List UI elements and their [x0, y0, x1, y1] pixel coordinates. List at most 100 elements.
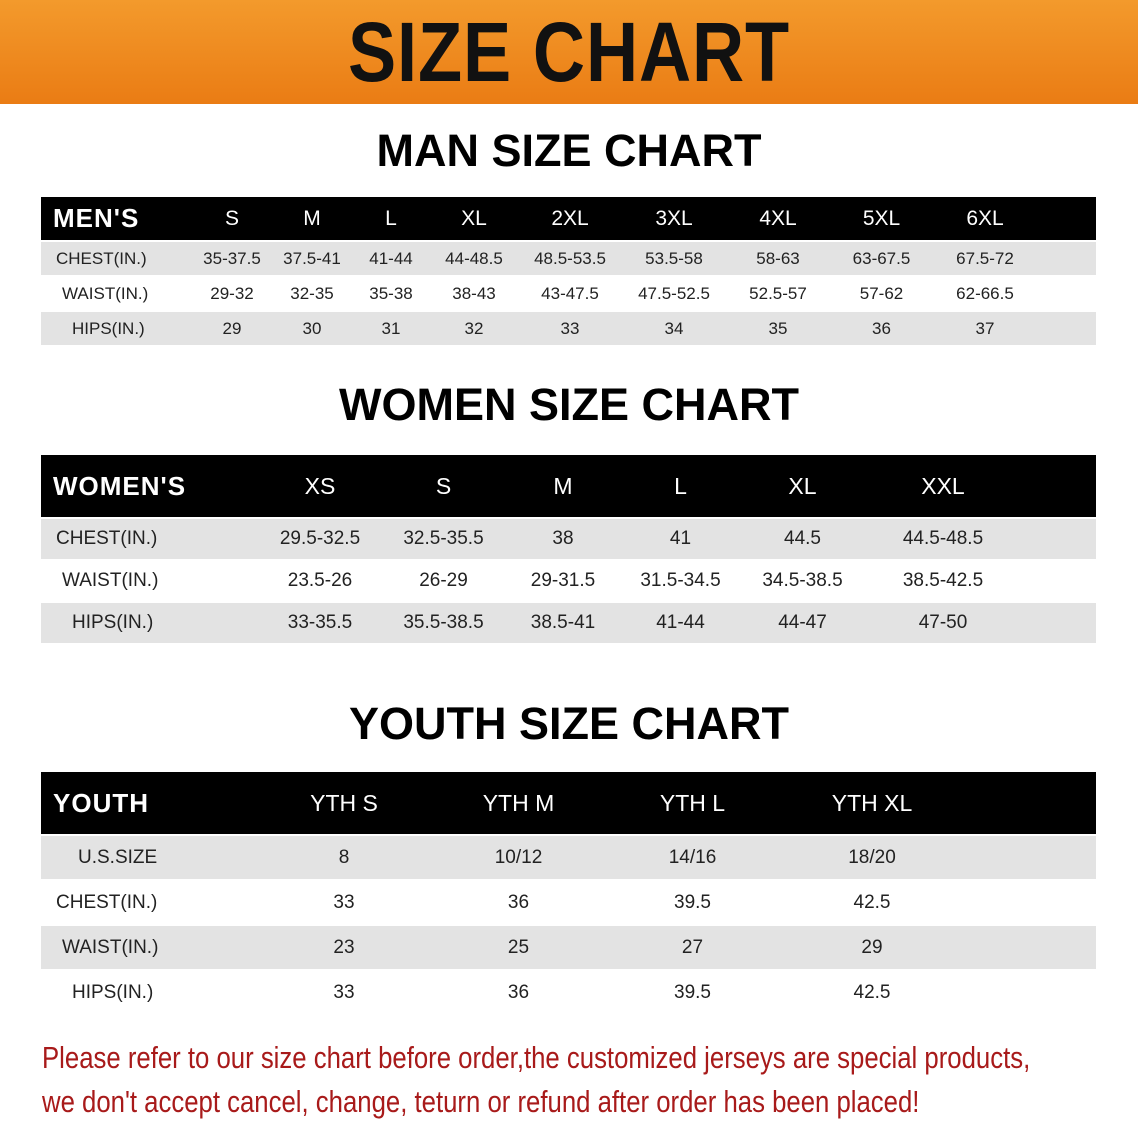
table-header-row: WOMEN'S XS S M L XL XXL: [41, 455, 1096, 517]
table-cell: 52.5-57: [749, 283, 807, 303]
table-cell: 29: [861, 936, 883, 958]
table-cell: 33: [333, 891, 355, 913]
table-cell: 47.5-52.5: [638, 283, 710, 303]
table-cell: 43-47.5: [541, 283, 599, 303]
table-cell: 44-47: [778, 612, 827, 633]
table-cell: 35: [768, 318, 788, 338]
size-header-cell: 4XL: [759, 206, 797, 230]
size-header-cell: YTH S: [310, 789, 378, 816]
table-cell: 39.5: [674, 981, 711, 1003]
size-header-cell: 3XL: [655, 206, 693, 230]
table-cell: 36: [507, 891, 530, 913]
size-header-cell: S: [435, 472, 452, 499]
row-label: HIPS(IN.): [72, 981, 154, 1003]
banner: SIZE CHART: [0, 0, 1138, 104]
table-cell: 31: [381, 318, 401, 338]
table-cell: 23: [333, 936, 355, 958]
row-label: HIPS(IN.): [72, 318, 145, 338]
table-title-cell: YOUTH: [53, 787, 149, 818]
youth-size-table: YOUTH YTH S YTH M YTH L YTH XL U.S.SIZE 8 10/12…: [41, 772, 1096, 1016]
order-notice-line: we don't accept cancel, change, teturn o…: [42, 1084, 920, 1119]
order-notice-line: Please refer to our size chart before or…: [42, 1040, 1031, 1075]
table-cell: 23.5-26: [287, 570, 353, 591]
row-label: CHEST(IN.): [56, 528, 158, 549]
size-header-cell: M: [553, 472, 573, 499]
women-size-table: WOMEN'S XS S M L XL XXL CHEST(IN.) 29.5-32.5 32.5…: [41, 455, 1096, 645]
men-size-table: MEN'S S M L XL 2XL 3XL 4XL 5XL 6XL CHEST(IN.) 35-37…: [41, 197, 1096, 347]
table-cell: 10/12: [494, 846, 543, 868]
table-cell: 25: [507, 936, 530, 958]
size-header-cell: 6XL: [966, 206, 1004, 230]
table-cell: 8: [338, 846, 350, 868]
table-cell: 63-67.5: [852, 248, 911, 268]
table-cell: 34: [664, 318, 684, 338]
table-cell: 29-32: [210, 283, 254, 303]
table-cell: 33-35.5: [287, 612, 353, 633]
row-label: CHEST(IN.): [56, 891, 158, 913]
table-cell: 33: [560, 318, 580, 338]
table-cell: 38.5-42.5: [902, 570, 984, 591]
table-cell: 67.5-72: [956, 248, 1014, 268]
table-cell: 32-35: [290, 283, 334, 303]
table-row: WAIST(IN.) 23.5-26 26-29 29-31.5 31.5-34.5 34…: [41, 561, 1096, 601]
table-header-row: MEN'S S M L XL 2XL 3XL 4XL 5XL 6XL: [41, 197, 1096, 240]
table-cell: 42.5: [853, 981, 891, 1003]
table-cell: 42.5: [853, 891, 891, 913]
table-row: HIPS(IN.) 33-35.5 35.5-38.5 38.5-41 41-44 44-…: [41, 603, 1096, 643]
size-header-cell: XXL: [921, 472, 965, 499]
table-cell: 48.5-53.5: [534, 248, 606, 268]
table-cell: 38.5-41: [530, 612, 596, 633]
size-header-cell: XS: [304, 472, 336, 499]
row-label: WAIST(IN.): [62, 570, 159, 591]
size-header-cell: L: [385, 206, 397, 230]
size-header-cell: M: [303, 206, 321, 230]
banner-title: SIZE CHART: [347, 5, 791, 99]
table-cell: 38-43: [452, 283, 496, 303]
table-row: CHEST(IN.) 33 36 39.5 42.5: [41, 881, 1096, 924]
women-section-title: WOMEN SIZE CHART: [339, 379, 799, 430]
table-cell: 32: [464, 318, 484, 338]
table-cell: 32.5-35.5: [403, 528, 484, 549]
table-cell: 47-50: [918, 612, 968, 633]
table-cell: 36: [872, 318, 891, 338]
table-row: HIPS(IN.) 33 36 39.5 42.5: [41, 971, 1096, 1014]
row-label: HIPS(IN.): [72, 612, 154, 633]
table-cell: 62-66.5: [956, 283, 1014, 303]
row-label: U.S.SIZE: [78, 846, 158, 868]
table-cell: 14/16: [668, 846, 717, 868]
table-row: WAIST(IN.) 29-32 32-35 35-38 38-43 43-47.5 47.…: [41, 277, 1096, 310]
size-header-cell: XL: [461, 206, 487, 230]
table-cell: 30: [302, 318, 322, 338]
table-cell: 44.5: [784, 528, 821, 549]
table-cell: 34.5-38.5: [762, 570, 843, 591]
table-cell: 31.5-34.5: [640, 570, 721, 591]
table-cell: 29: [222, 318, 242, 338]
table-cell: 29.5-32.5: [279, 528, 361, 549]
table-cell: 26-29: [419, 570, 468, 591]
table-cell: 29-31.5: [530, 570, 596, 591]
table-cell: 39.5: [674, 891, 711, 913]
men-section-title: MAN SIZE CHART: [376, 125, 762, 176]
table-title-cell: MEN'S: [53, 203, 140, 233]
order-notice: Please refer to our size chart before or…: [42, 1036, 1031, 1124]
table-cell: 35-37.5: [203, 248, 261, 268]
table-row: CHEST(IN.) 35-37.5 37.5-41 41-44 44-48.5 48.5…: [41, 242, 1096, 275]
row-label: WAIST(IN.): [62, 936, 159, 958]
size-header-cell: S: [224, 206, 239, 230]
table-cell: 37: [975, 318, 995, 338]
table-cell: 35.5-38.5: [403, 612, 484, 633]
size-header-cell: L: [674, 472, 687, 499]
table-cell: 27: [681, 936, 704, 958]
table-header-row: YOUTH YTH S YTH M YTH L YTH XL: [41, 772, 1096, 834]
row-label: WAIST(IN.): [62, 283, 149, 303]
table-title-cell: WOMEN'S: [53, 470, 187, 501]
table-cell: 44-48.5: [445, 248, 503, 268]
size-header-cell: 2XL: [551, 206, 589, 230]
table-row: WAIST(IN.) 23 25 27 29: [41, 926, 1096, 969]
table-row: U.S.SIZE 8 10/12 14/16 18/20: [41, 836, 1096, 879]
size-header-cell: YTH L: [659, 789, 726, 816]
table-cell: 41-44: [369, 248, 413, 268]
table-cell: 53.5-58: [645, 248, 703, 268]
table-cell: 44.5-48.5: [902, 528, 984, 549]
row-label: CHEST(IN.): [56, 248, 147, 268]
